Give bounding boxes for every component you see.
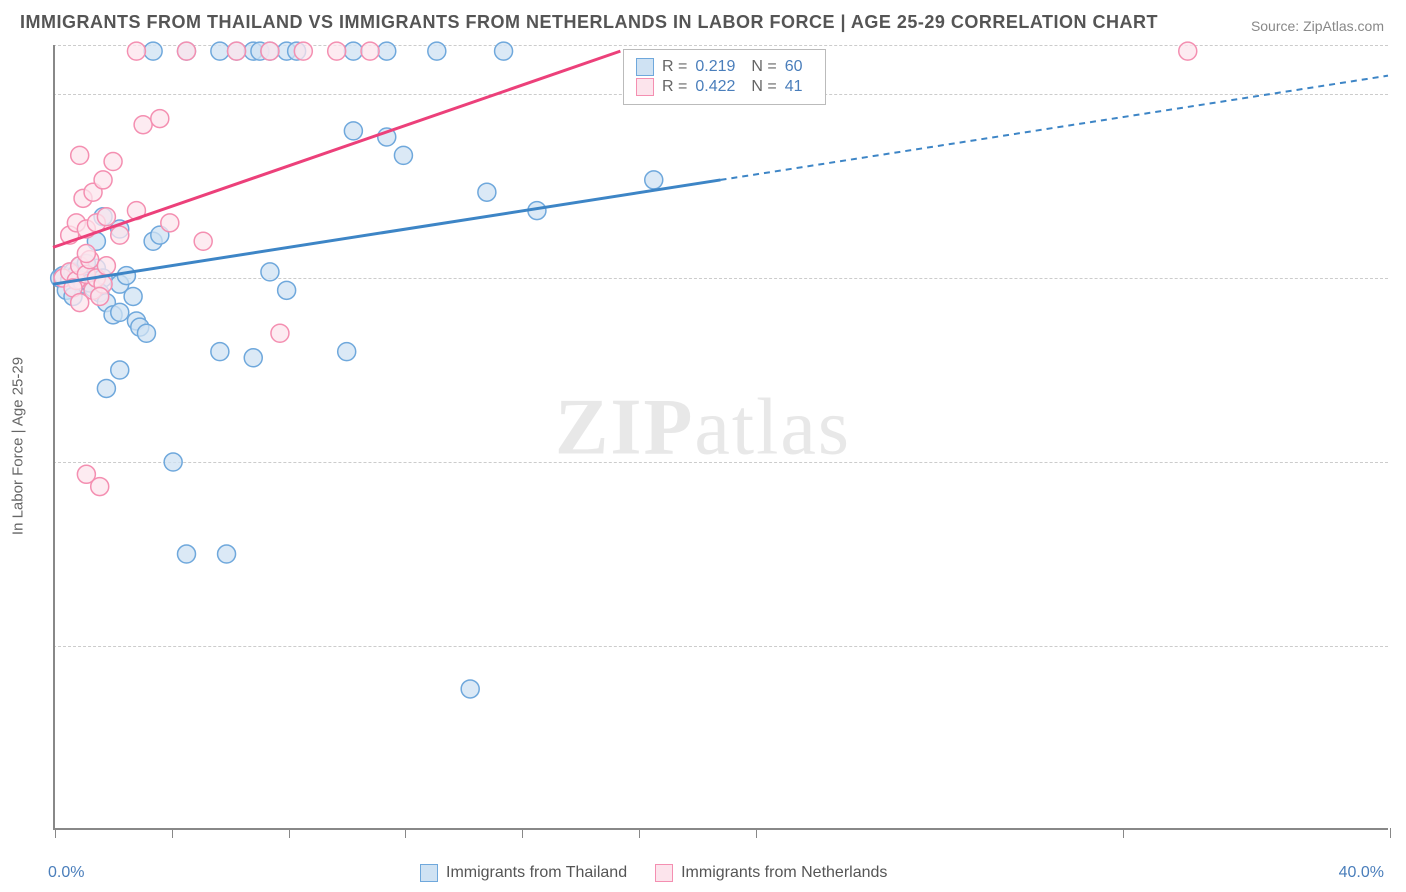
- data-point-thailand: [178, 545, 196, 563]
- data-point-thailand: [211, 42, 229, 60]
- n-value: 60: [785, 58, 813, 76]
- data-point-thailand: [394, 146, 412, 164]
- data-point-netherlands: [97, 208, 115, 226]
- data-point-thailand: [338, 343, 356, 361]
- n-label: N =: [751, 78, 776, 96]
- data-point-thailand: [111, 361, 129, 379]
- x-axis-max-label: 40.0%: [1339, 864, 1384, 882]
- series-legend: Immigrants from Thailand Immigrants from …: [420, 864, 887, 882]
- legend-swatch: [636, 58, 654, 76]
- data-point-netherlands: [71, 294, 89, 312]
- data-point-thailand: [495, 42, 513, 60]
- data-point-netherlands: [104, 153, 122, 171]
- data-point-netherlands: [261, 42, 279, 60]
- source-link[interactable]: ZipAtlas.com: [1303, 18, 1384, 34]
- data-point-netherlands: [194, 232, 212, 250]
- data-point-thailand: [344, 42, 362, 60]
- data-point-thailand: [478, 183, 496, 201]
- stat-legend-row-netherlands: R = 0.422 N = 41: [636, 78, 813, 96]
- data-point-thailand: [244, 349, 262, 367]
- x-tick: [1390, 828, 1391, 838]
- data-point-netherlands: [328, 42, 346, 60]
- data-point-thailand: [97, 379, 115, 397]
- r-label: R =: [662, 58, 687, 76]
- legend-label: Immigrants from Netherlands: [681, 864, 887, 882]
- data-point-thailand: [344, 122, 362, 140]
- data-point-thailand: [461, 680, 479, 698]
- data-point-netherlands: [178, 42, 196, 60]
- chart-title: IMMIGRANTS FROM THAILAND VS IMMIGRANTS F…: [20, 12, 1158, 33]
- r-value: 0.422: [695, 78, 743, 96]
- data-point-netherlands: [294, 42, 312, 60]
- x-axis-min-label: 0.0%: [48, 864, 84, 882]
- legend-swatch: [655, 864, 673, 882]
- data-point-netherlands: [91, 287, 109, 305]
- data-point-thailand: [645, 171, 663, 189]
- data-point-thailand: [164, 453, 182, 471]
- legend-label: Immigrants from Thailand: [446, 864, 627, 882]
- source-label: Source:: [1251, 18, 1299, 34]
- data-point-thailand: [144, 42, 162, 60]
- data-point-thailand: [278, 281, 296, 299]
- data-point-thailand: [111, 303, 129, 321]
- legend-item-thailand: Immigrants from Thailand: [420, 864, 627, 882]
- data-point-netherlands: [77, 245, 95, 263]
- r-label: R =: [662, 78, 687, 96]
- data-point-thailand: [117, 267, 135, 285]
- data-point-netherlands: [228, 42, 246, 60]
- data-point-thailand: [378, 42, 396, 60]
- data-point-netherlands: [151, 110, 169, 128]
- y-axis-label: In Labor Force | Age 25-29: [10, 357, 27, 535]
- n-value: 41: [785, 78, 813, 96]
- data-point-thailand: [137, 324, 155, 342]
- data-point-thailand: [428, 42, 446, 60]
- data-point-netherlands: [97, 257, 115, 275]
- data-point-netherlands: [1179, 42, 1197, 60]
- data-point-netherlands: [271, 324, 289, 342]
- data-point-netherlands: [71, 146, 89, 164]
- stat-legend-row-thailand: R = 0.219 N = 60: [636, 58, 813, 76]
- stat-legend: R = 0.219 N = 60 R = 0.422 N = 41: [623, 49, 826, 105]
- source-attribution: Source: ZipAtlas.com: [1251, 18, 1384, 34]
- data-point-netherlands: [94, 171, 112, 189]
- data-point-thailand: [261, 263, 279, 281]
- n-label: N =: [751, 58, 776, 76]
- data-point-netherlands: [161, 214, 179, 232]
- legend-swatch: [636, 78, 654, 96]
- legend-item-netherlands: Immigrants from Netherlands: [655, 864, 887, 882]
- data-point-thailand: [211, 343, 229, 361]
- plot-svg: [53, 45, 1388, 830]
- legend-swatch: [420, 864, 438, 882]
- data-point-netherlands: [127, 42, 145, 60]
- data-point-netherlands: [361, 42, 379, 60]
- data-point-netherlands: [111, 226, 129, 244]
- data-point-netherlands: [134, 116, 152, 134]
- correlation-chart: IMMIGRANTS FROM THAILAND VS IMMIGRANTS F…: [0, 0, 1406, 892]
- data-point-thailand: [218, 545, 236, 563]
- data-point-thailand: [124, 287, 142, 305]
- r-value: 0.219: [695, 58, 743, 76]
- data-point-netherlands: [91, 478, 109, 496]
